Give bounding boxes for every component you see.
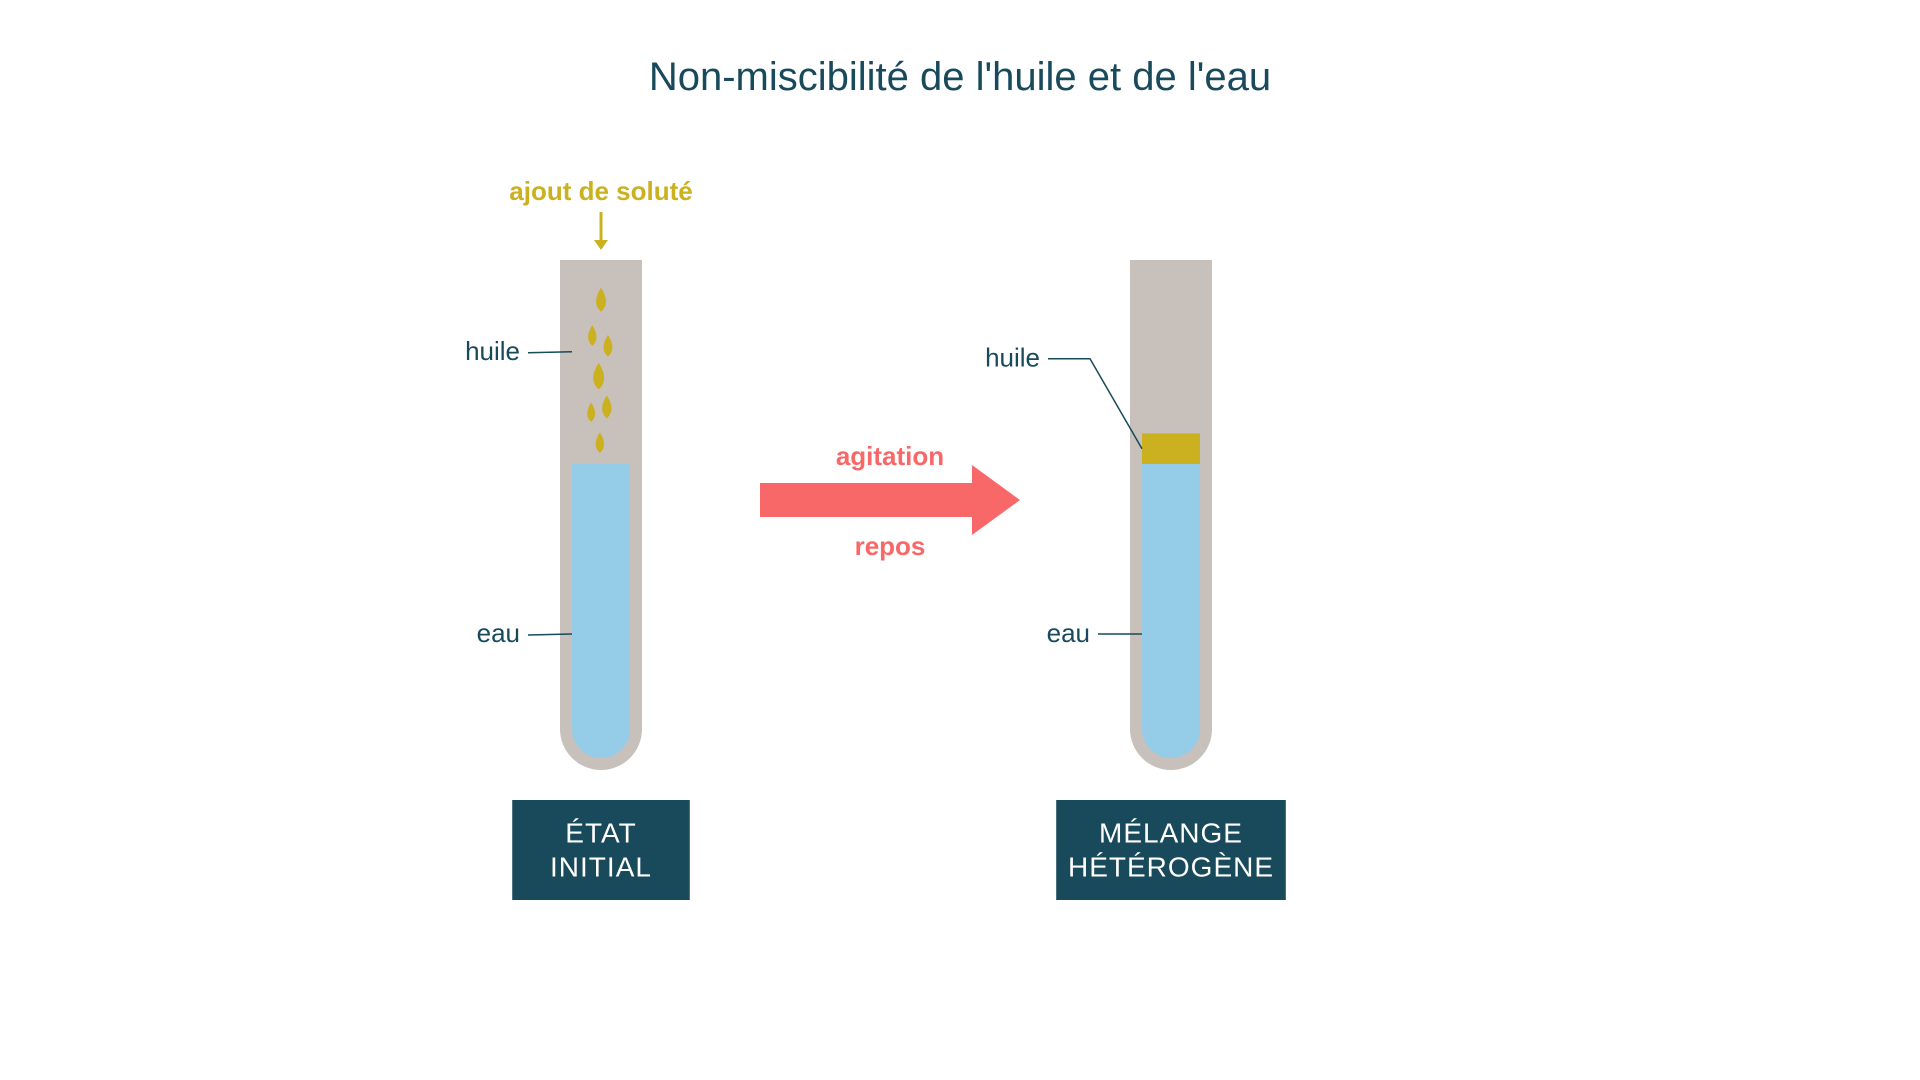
- left-caption-line: ÉTAT: [565, 818, 636, 849]
- right-caption-line: MÉLANGE: [1099, 818, 1243, 849]
- label-right-eau: eau: [1047, 618, 1090, 648]
- label-agitation: agitation: [836, 441, 944, 471]
- label-left-eau: eau: [477, 618, 520, 648]
- label-ajout-solute: ajout de soluté: [509, 176, 692, 206]
- left-caption-box: [512, 800, 690, 900]
- background: [0, 0, 1920, 1080]
- label-left-huile: huile: [465, 336, 520, 366]
- left-water: [572, 464, 630, 770]
- leader-line: [528, 634, 572, 635]
- right-caption-box: [1056, 800, 1286, 900]
- label-right-huile: huile: [985, 343, 1040, 373]
- left-tube: [560, 260, 642, 770]
- right-tube: [1130, 260, 1212, 770]
- label-repos: repos: [855, 531, 926, 561]
- leader-line: [528, 352, 572, 353]
- right-water: [1142, 464, 1200, 770]
- right-caption-line: HÉTÉROGÈNE: [1068, 852, 1274, 883]
- left-caption-line: INITIAL: [550, 852, 652, 883]
- diagram-canvas: Non-miscibilité de l'huile et de l'eau aj…: [0, 0, 1920, 1080]
- page-title: Non-miscibilité de l'huile et de l'eau: [649, 55, 1271, 99]
- right-oil-layer: [1142, 433, 1200, 464]
